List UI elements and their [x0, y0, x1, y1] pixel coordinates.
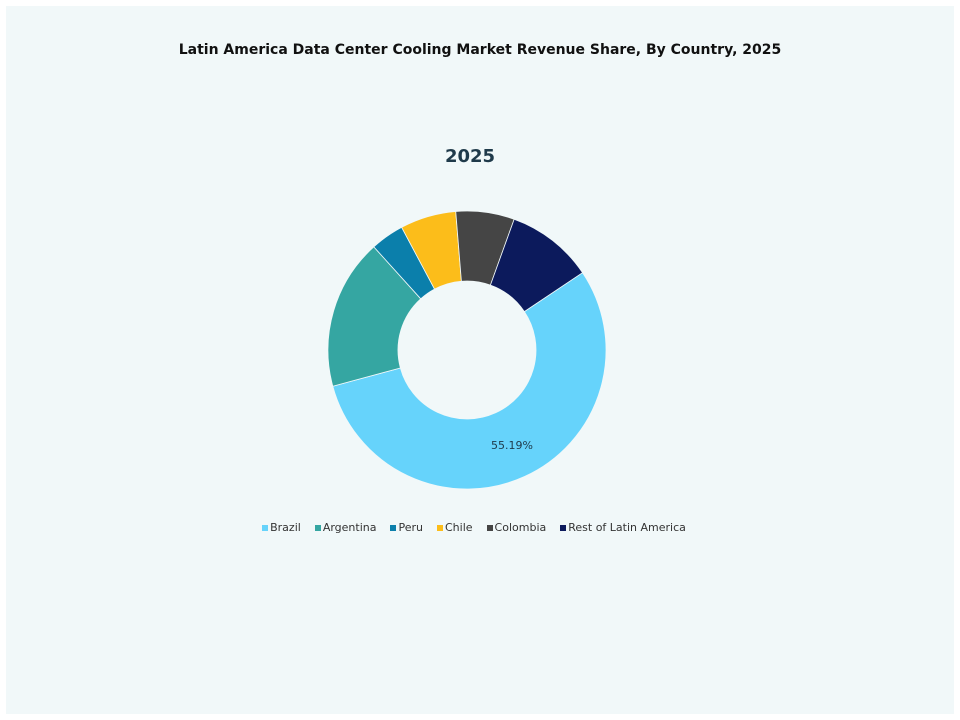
slice-rest-of-latin-america: [489, 218, 584, 313]
legend: Brazil Argentina Peru Chile Colombia Rest of …: [0, 521, 948, 534]
legend-swatch: [437, 524, 443, 531]
legend-item: Rest of Latin America: [560, 521, 686, 534]
legend-swatch: [314, 524, 321, 531]
slice-brazil: [332, 272, 607, 490]
chart-panel: [6, 6, 954, 714]
legend-item: Colombia: [486, 521, 547, 534]
legend-swatch: [262, 524, 269, 531]
legend-swatch: [560, 524, 567, 531]
legend-label: Brazil: [270, 521, 301, 534]
data-label: 55.19%: [491, 439, 533, 452]
legend-item: Chile: [437, 521, 473, 534]
chart-subtitle: 2025: [444, 146, 496, 167]
legend-item: Brazil: [262, 521, 301, 534]
slice-argentina: [327, 246, 422, 387]
legend-item: Argentina: [314, 521, 377, 534]
legend-label: Peru: [398, 521, 423, 534]
legend-item: Peru: [390, 521, 423, 534]
chart-title: Latin America Data Center Cooling Market…: [178, 42, 782, 58]
legend-label: Chile: [445, 521, 473, 534]
legend-swatch: [390, 524, 397, 531]
legend-label: Argentina: [322, 521, 377, 534]
legend-swatch: [486, 524, 493, 531]
legend-label: Colombia: [494, 521, 547, 534]
legend-label: Rest of Latin America: [568, 521, 686, 534]
